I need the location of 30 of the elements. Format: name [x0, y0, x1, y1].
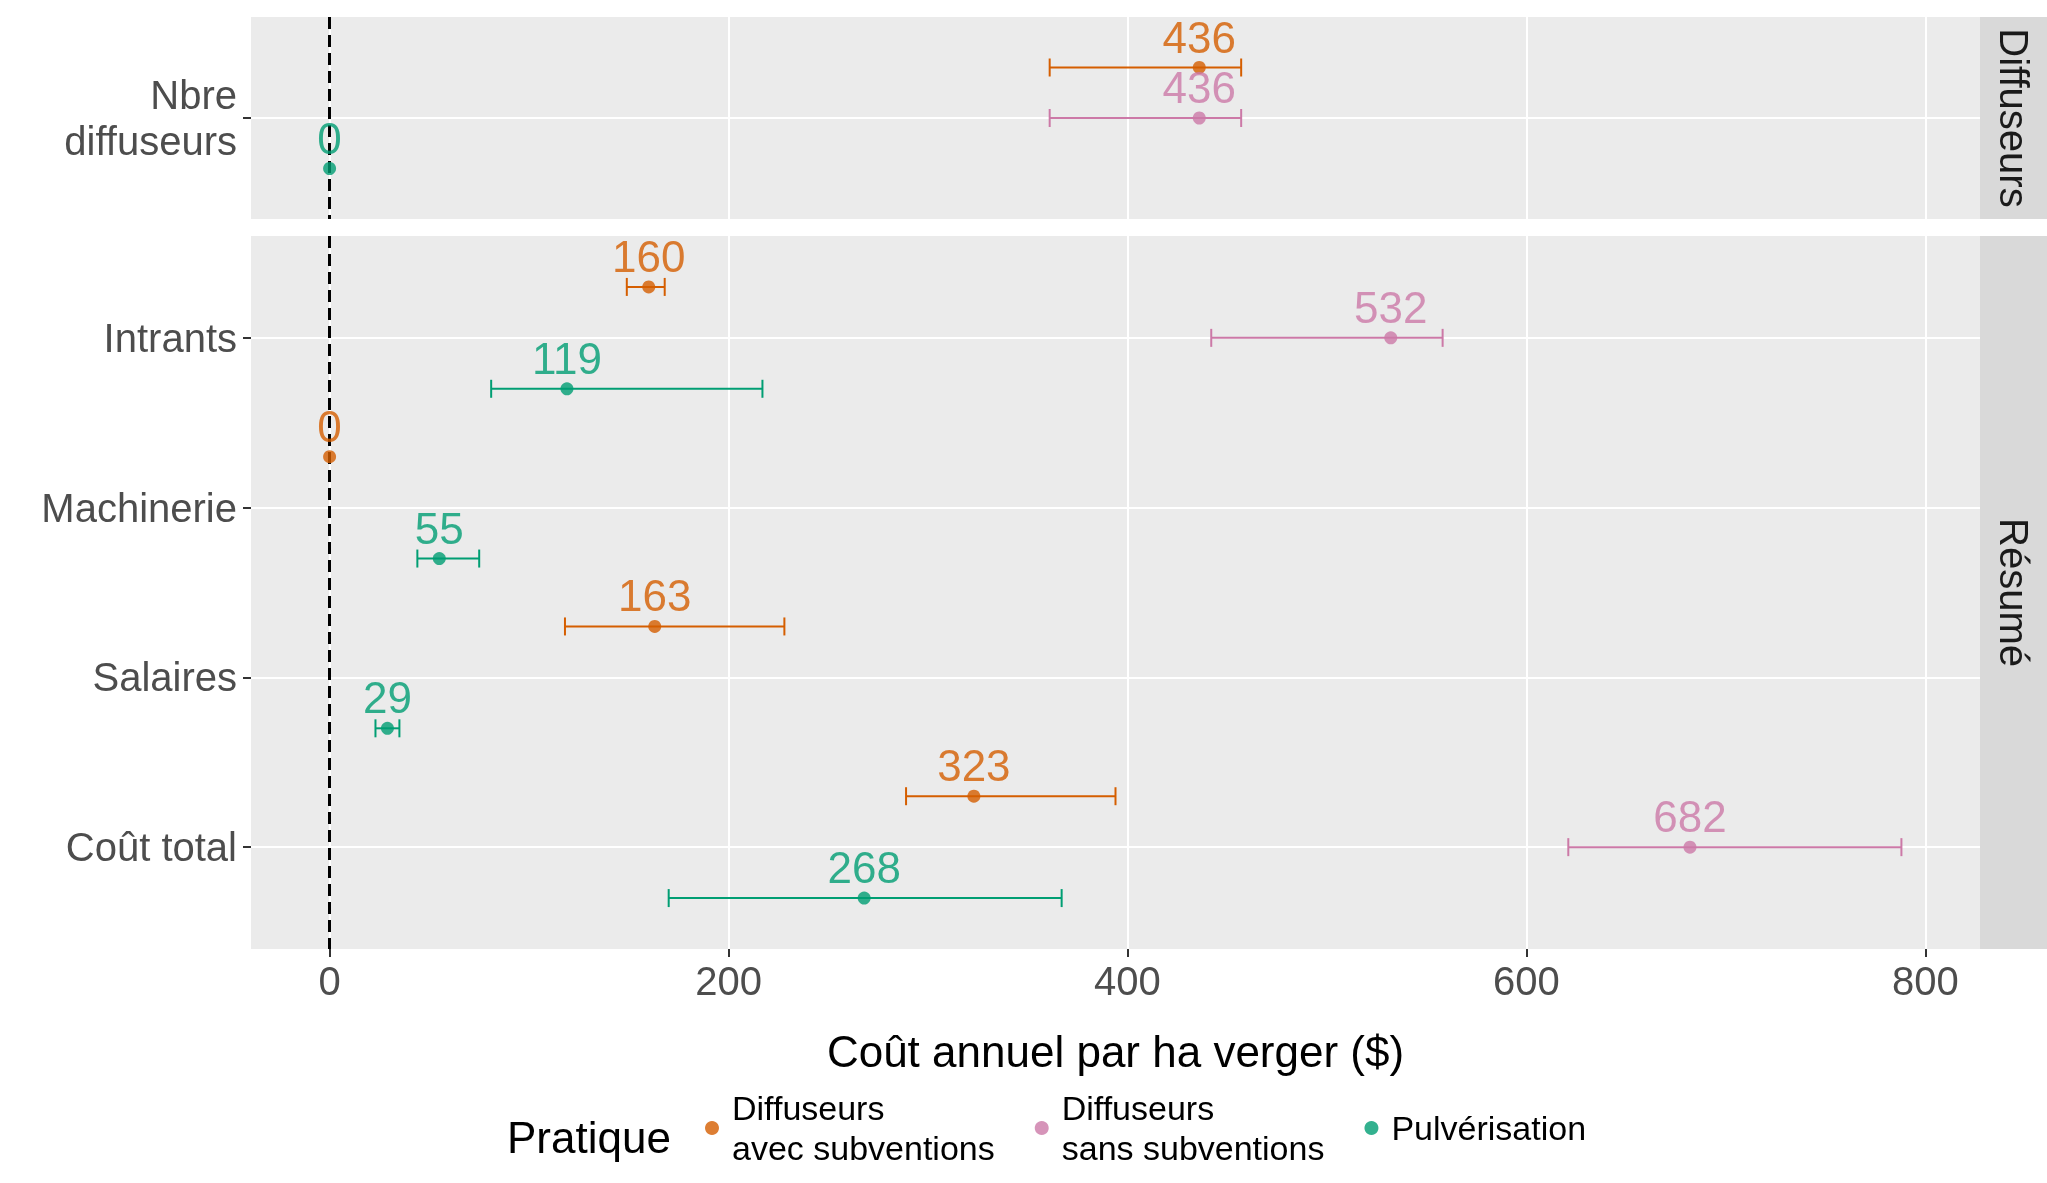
y-tick-label: Coût total: [65, 825, 237, 870]
y-tick-label: Salaires: [92, 655, 237, 700]
legend-title: Pratique: [507, 1112, 671, 1162]
text: Diffuseurs: [1992, 28, 2036, 208]
data-label: 55: [414, 503, 464, 553]
data-label: 0: [317, 401, 342, 451]
text: Résumé: [1992, 518, 2036, 667]
x-tick-label: 400: [1094, 959, 1161, 1003]
x-axis-title: Coût annuel par ha verger ($): [826, 1026, 1405, 1076]
data-label: 163: [618, 571, 692, 621]
legend-label: Diffuseurs sans subventions: [1061, 1089, 1325, 1167]
data-label: 682: [1653, 792, 1727, 842]
y-tick-label: Machinerie: [41, 485, 237, 530]
x-tick-label: 800: [1891, 959, 1959, 1003]
data-label: 268: [827, 843, 901, 893]
y-tick-label: Nbre diffuseurs: [64, 73, 237, 163]
data-label: 0: [317, 113, 342, 163]
data-label: 160: [612, 231, 686, 281]
data-label: 323: [937, 741, 1011, 791]
x-tick-label: 200: [695, 959, 762, 1003]
y-tick-label: Intrants: [103, 315, 237, 360]
data-label: 119: [531, 333, 603, 383]
data-label: 436: [1162, 12, 1236, 62]
x-tick-label: 0: [318, 959, 341, 1003]
data-label: 436: [1162, 63, 1236, 112]
x-tick-label: 600: [1493, 959, 1560, 1003]
legend-label: Pulvérisation: [1391, 1109, 1587, 1147]
data-label: 532: [1354, 282, 1428, 332]
data-label: 29: [362, 673, 412, 723]
legend-label: Diffuseurs avec subventions: [732, 1089, 995, 1167]
